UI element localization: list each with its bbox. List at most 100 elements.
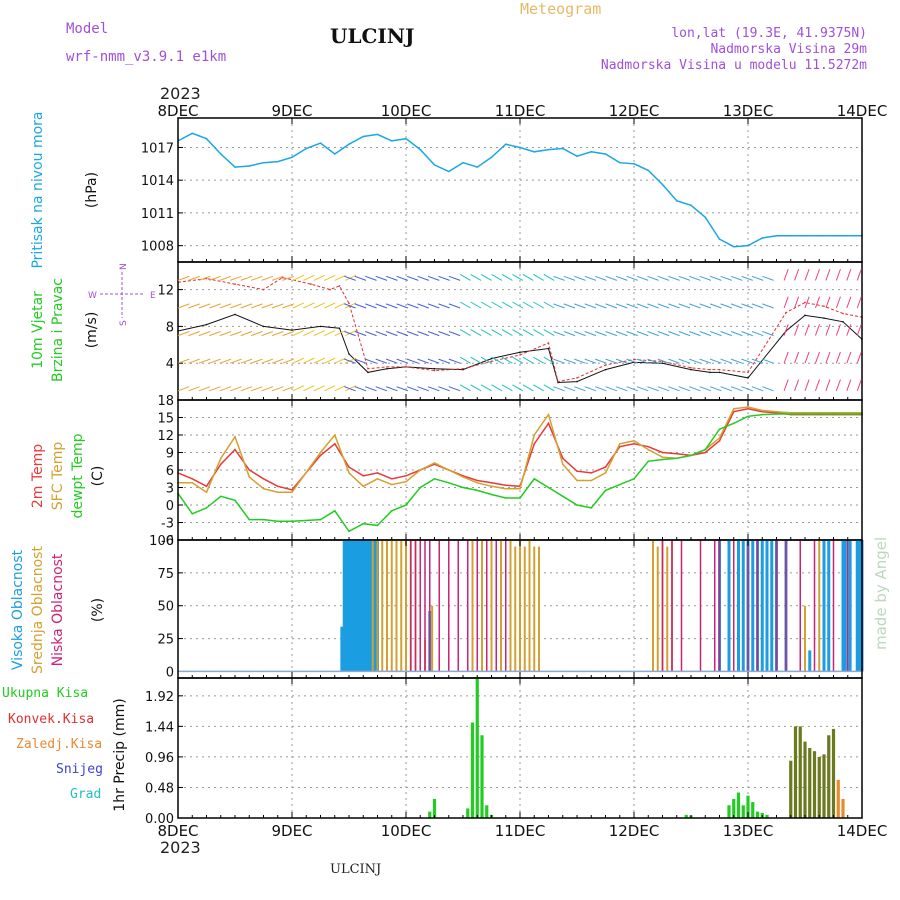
wind-barb (177, 386, 190, 392)
wind-barb (856, 268, 862, 281)
wind-barb (292, 385, 305, 392)
data-point (718, 368, 721, 371)
wind-barb (636, 386, 649, 392)
wind-barb (198, 303, 211, 309)
wind-barb (491, 356, 503, 364)
cloud-bar (855, 540, 859, 672)
data-point (633, 442, 635, 445)
data-point (618, 442, 621, 445)
wind-barb (699, 331, 712, 337)
wind-barb (417, 303, 429, 309)
wind-barb (375, 275, 388, 281)
cloud-bar (390, 540, 393, 672)
panel-clouds: 0 25 50 75 100 (149, 534, 864, 680)
wind-barb (292, 330, 305, 337)
data-point (761, 409, 764, 412)
wind-barb (699, 303, 712, 309)
wind-barb (762, 303, 774, 309)
wind-barb (794, 296, 800, 309)
ylabel-cloud-mid: Srednja Oblacnost (30, 546, 46, 674)
cloud-bar (533, 546, 536, 672)
data-point (675, 457, 678, 460)
wind-barb (198, 358, 211, 364)
wind-barb (626, 303, 638, 309)
y-tick-label: 15 (157, 412, 174, 427)
data-point (348, 302, 350, 305)
wind-barb (209, 358, 221, 364)
data-point (262, 288, 265, 291)
wind-barb (584, 331, 597, 337)
legend-graupel: Grad (70, 787, 102, 802)
wind-barb (292, 357, 305, 364)
wind-barb (480, 384, 492, 392)
cloud-bar (414, 540, 417, 672)
cloud-bar (822, 540, 826, 672)
y-tick-label: 50 (157, 600, 174, 615)
wind-barb (313, 357, 325, 364)
series-speed (177, 313, 863, 384)
data-point (633, 358, 635, 361)
wind-barb (240, 303, 253, 309)
data-point (248, 165, 251, 167)
precip-bar (808, 748, 812, 818)
wind-barb (794, 351, 800, 364)
data-point (804, 412, 806, 414)
data-point (690, 204, 692, 207)
wind-barb (365, 303, 377, 309)
wind-barb (219, 331, 232, 337)
data-point (533, 151, 536, 153)
data-point (291, 520, 293, 523)
data-point (785, 311, 787, 314)
data-point (732, 407, 735, 410)
wind-barb (563, 358, 576, 364)
y-tick-label: 0.00 (145, 812, 174, 827)
wind-barb (396, 275, 409, 281)
wind-barb (657, 275, 670, 281)
wind-barb (689, 275, 701, 281)
wind-barb (657, 303, 670, 309)
precip-bar (822, 754, 826, 818)
wind-barb (459, 273, 471, 281)
precip-bar (841, 798, 845, 818)
wind-barb (678, 331, 691, 337)
data-point (276, 491, 279, 493)
compass-icon: W E N S (88, 263, 156, 326)
data-point (248, 518, 251, 521)
cloud-bar (666, 546, 669, 672)
series-sfc-temp (178, 406, 862, 494)
wind-barb (334, 302, 346, 309)
precip-bar (428, 811, 432, 818)
wind-barb (417, 275, 429, 281)
data-point (362, 485, 365, 488)
wind-barb (230, 275, 242, 281)
wind-barb (344, 274, 357, 281)
wind-barb (271, 358, 284, 364)
data-point (405, 366, 407, 368)
precip-bar (470, 722, 475, 818)
cloud-bar (471, 540, 474, 672)
data-point (661, 362, 664, 365)
wind-barb (678, 303, 691, 309)
wind-barb (709, 303, 722, 309)
data-point (234, 313, 236, 316)
data-point (557, 380, 559, 383)
wind-barb (856, 379, 862, 391)
wind-barb (553, 358, 565, 364)
wind-barb (595, 386, 607, 392)
wind-barb (533, 301, 544, 309)
wind-barb (605, 275, 618, 281)
precip-bar (732, 798, 736, 818)
wind-barb (261, 386, 274, 392)
wind-barb (177, 275, 190, 281)
data-point (818, 412, 821, 414)
data-point (348, 143, 350, 145)
wind-barb (230, 386, 242, 392)
wind-barb (668, 358, 680, 364)
cloud-bar (765, 540, 769, 672)
wind-barb (584, 303, 597, 309)
data-point (747, 407, 749, 410)
data-point (504, 487, 507, 490)
data-point (709, 371, 711, 374)
data-point (234, 435, 236, 438)
data-point (804, 314, 806, 317)
